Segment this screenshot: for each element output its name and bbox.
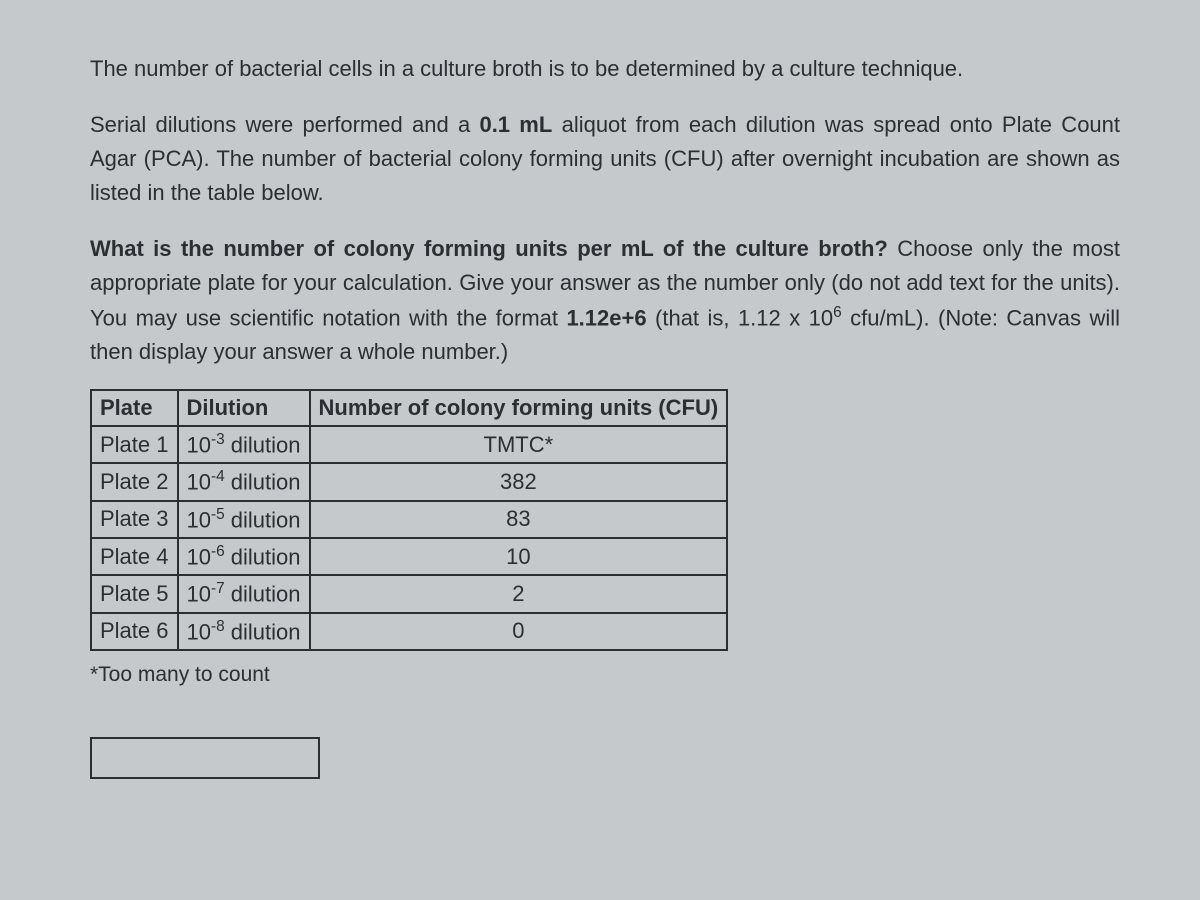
suffix: dilution xyxy=(225,582,301,607)
table-row: Plate 3 10-5 dilution 83 xyxy=(91,501,727,538)
exponent: -3 xyxy=(211,431,225,448)
cfu-cell: 382 xyxy=(310,463,728,500)
text-fragment: (that is, 1.12 x 10 xyxy=(647,305,834,330)
plate-cell: Plate 3 xyxy=(91,501,178,538)
exponent: -6 xyxy=(211,543,225,560)
table-body: Plate 1 10-3 dilution TMTC* Plate 2 10-4… xyxy=(91,426,727,650)
base: 10 xyxy=(187,544,211,569)
base: 10 xyxy=(187,582,211,607)
table-header-row: Plate Dilution Number of colony forming … xyxy=(91,390,727,426)
cfu-cell: 2 xyxy=(310,575,728,612)
dilution-cell: 10-3 dilution xyxy=(178,426,310,463)
text-fragment: Serial dilutions were performed and a xyxy=(90,112,479,137)
exponent: -4 xyxy=(211,468,225,485)
paragraph-question: What is the number of colony forming uni… xyxy=(90,232,1120,369)
exponent: 6 xyxy=(833,304,842,321)
base: 10 xyxy=(187,619,211,644)
plate-cell: Plate 4 xyxy=(91,538,178,575)
base: 10 xyxy=(187,507,211,532)
cfu-cell: 83 xyxy=(310,501,728,538)
cfu-cell: 10 xyxy=(310,538,728,575)
question-bold: What is the number of colony forming uni… xyxy=(90,236,888,261)
dilution-cell: 10-8 dilution xyxy=(178,613,310,650)
suffix: dilution xyxy=(225,619,301,644)
exponent: -7 xyxy=(211,580,225,597)
cfu-cell: 0 xyxy=(310,613,728,650)
table-row: Plate 6 10-8 dilution 0 xyxy=(91,613,727,650)
format-example: 1.12e+6 xyxy=(566,305,646,330)
col-cfu: Number of colony forming units (CFU) xyxy=(310,390,728,426)
suffix: dilution xyxy=(225,544,301,569)
suffix: dilution xyxy=(225,432,301,457)
plate-cell: Plate 5 xyxy=(91,575,178,612)
answer-input[interactable] xyxy=(90,737,320,779)
plate-cell: Plate 1 xyxy=(91,426,178,463)
base: 10 xyxy=(187,470,211,495)
aliquot-volume: 0.1 mL xyxy=(479,112,552,137)
dilution-cell: 10-6 dilution xyxy=(178,538,310,575)
paragraph-method: Serial dilutions were performed and a 0.… xyxy=(90,108,1120,210)
exponent: -5 xyxy=(211,506,225,523)
suffix: dilution xyxy=(225,470,301,495)
col-dilution: Dilution xyxy=(178,390,310,426)
base: 10 xyxy=(187,432,211,457)
cfu-cell: TMTC* xyxy=(310,426,728,463)
suffix: dilution xyxy=(225,507,301,532)
question-page: The number of bacterial cells in a cultu… xyxy=(0,0,1200,799)
table-row: Plate 2 10-4 dilution 382 xyxy=(91,463,727,500)
dilution-cell: 10-7 dilution xyxy=(178,575,310,612)
exponent: -8 xyxy=(211,618,225,635)
table-row: Plate 1 10-3 dilution TMTC* xyxy=(91,426,727,463)
dilution-cell: 10-4 dilution xyxy=(178,463,310,500)
paragraph-intro: The number of bacterial cells in a cultu… xyxy=(90,52,1120,86)
dilution-table: Plate Dilution Number of colony forming … xyxy=(90,389,728,651)
plate-cell: Plate 2 xyxy=(91,463,178,500)
table-row: Plate 4 10-6 dilution 10 xyxy=(91,538,727,575)
plate-cell: Plate 6 xyxy=(91,613,178,650)
col-plate: Plate xyxy=(91,390,178,426)
footnote: *Too many to count xyxy=(90,663,1120,687)
dilution-cell: 10-5 dilution xyxy=(178,501,310,538)
table-row: Plate 5 10-7 dilution 2 xyxy=(91,575,727,612)
